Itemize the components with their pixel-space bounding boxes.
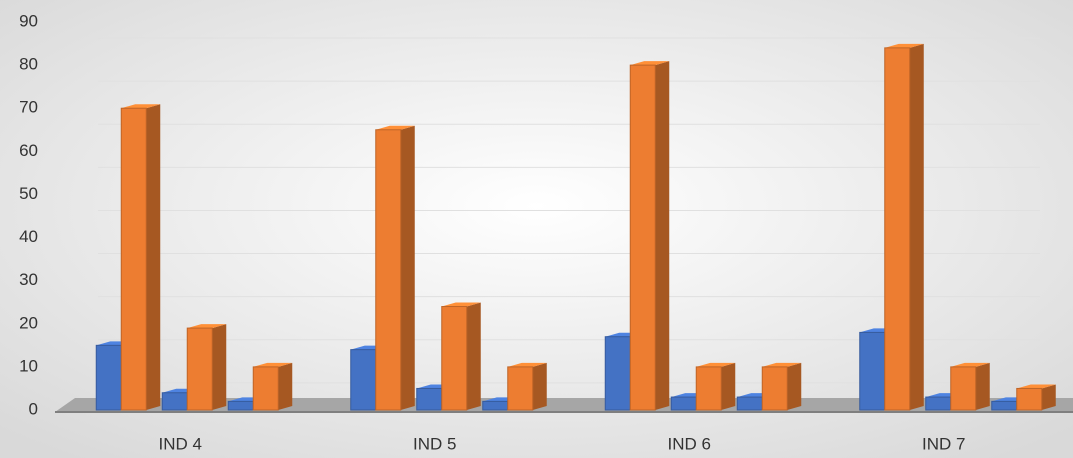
bar-front [1016,387,1043,411]
bar-front [120,107,147,411]
bar-front [670,396,697,411]
bar-top [950,362,990,367]
bar-front [95,344,122,411]
bar-front [950,366,977,411]
bar-top [762,362,802,367]
bar-side [146,104,161,410]
bar-side [721,362,736,410]
bar [375,125,415,411]
bar [884,43,924,411]
bar [186,324,227,411]
y-tick-label: 70 [19,98,38,117]
y-tick-label: 60 [19,141,38,160]
y-tick-label: 30 [19,270,38,289]
y-tick-label: 20 [19,313,38,332]
bar [120,104,161,411]
bar-side [909,43,924,410]
bar-front [761,366,788,411]
bar-front [695,366,722,411]
bar [441,302,481,411]
x-tick-label: IND 6 [668,434,711,453]
x-tick-label: IND 7 [922,434,965,453]
y-tick-label: 50 [19,184,38,203]
bar-top [375,125,415,130]
bar-front [629,64,656,411]
bar-side [1041,384,1056,410]
bar-top [507,362,547,367]
floor [55,398,1073,412]
y-tick-label: 0 [29,399,38,418]
bar [507,362,547,411]
bar-front [991,400,1018,411]
bar-side [975,362,990,410]
bar-front [375,129,402,411]
bar-side [278,362,293,410]
bar [252,362,293,411]
bar-side [787,362,802,410]
bar-top [630,61,670,66]
bar-front [604,336,631,411]
bar-front [925,396,952,411]
bar-top [884,43,924,48]
x-tick-label: IND 5 [413,434,456,453]
bar [1016,384,1056,411]
bar-front [736,396,763,411]
bar-top [121,104,161,109]
bar [950,362,990,411]
x-tick-label: IND 4 [159,434,202,453]
bar-front [252,366,279,411]
bar-top [696,362,736,367]
bar-top [441,302,481,307]
bar-top [1016,384,1056,389]
bar-front [884,47,911,411]
bar [695,362,736,411]
y-tick-label: 10 [19,356,38,375]
bar-front [350,349,377,411]
bar [761,362,802,411]
bar-side [400,125,415,411]
bar-front [227,400,254,411]
bar-top [253,362,293,367]
bar [629,61,670,411]
bar-front [482,400,509,411]
bar-side [212,324,227,410]
y-tick-label: 40 [19,227,38,246]
bar-front [859,331,886,411]
y-tick-label: 80 [19,55,38,74]
bar-front [507,366,534,411]
bar-front [416,387,443,411]
bar-front [161,392,188,411]
bar-side [466,302,481,410]
y-tick-label: 90 [19,11,38,30]
bar-front [441,306,468,411]
bar-side [532,362,547,410]
bar-front [186,327,213,411]
bar-top [187,324,227,329]
bar-side [655,61,670,410]
